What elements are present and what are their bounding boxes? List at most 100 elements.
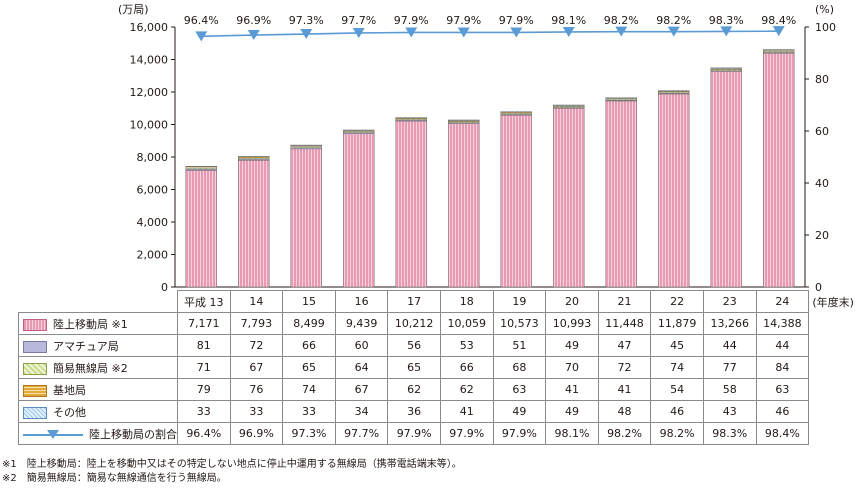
y-left-tick-label: 10,000	[130, 119, 169, 132]
table-row: 陸上移動局の割合 96.4% 96.9% 97.3% 97.7% 97.9% 97.9% 97…	[18, 422, 858, 445]
legend-text: 陸上移動局 ※1	[53, 317, 128, 331]
legend-label: アマチュア局	[18, 334, 178, 357]
bar-other	[500, 111, 532, 113]
y-right-tick-label: 100	[815, 21, 836, 34]
table-cell: 41	[439, 400, 494, 423]
ratio-marker	[667, 26, 680, 37]
data-table: 平成 13 14 15 16 17 18 19 20 21 22 23 24 (年度末) 陸上移動局 ※…	[18, 290, 858, 445]
legend-text: その他	[53, 405, 86, 419]
ratio-marker	[247, 30, 260, 41]
legend-label: 簡易無線局 ※2	[18, 356, 178, 379]
bar-mobile	[500, 114, 532, 288]
table-cell: 67	[229, 356, 284, 379]
ratio-line	[201, 30, 779, 38]
footnotes: ※1 陸上移動局：陸上を移動中又はその特定しない地点に停止中運用する無線局（携帯…	[2, 458, 462, 486]
table-header-row: 平成 13 14 15 16 17 18 19 20 21 22 23 24 (年度末)	[19, 290, 858, 313]
y-right-tick-label: 40	[815, 177, 829, 190]
table-cell: 7,171	[177, 312, 231, 335]
table-cell: 97.3%	[282, 422, 336, 445]
table-header-cell: 19	[492, 290, 547, 313]
table-cell: 49	[545, 400, 599, 423]
legend-label: 陸上移動局 ※1	[18, 312, 178, 335]
bar-mobile	[395, 120, 427, 288]
table-cell: 7,793	[229, 312, 284, 335]
table-cell: 8,499	[282, 312, 336, 335]
table-cell: 98.4%	[755, 422, 810, 445]
legend-label: その他	[18, 400, 178, 423]
ratio-data-label: 98.1%	[551, 14, 586, 27]
table-cell: 96.9%	[229, 422, 284, 445]
table-cell: 54	[650, 378, 704, 401]
table-header-cell: 平成 13	[177, 290, 231, 313]
ratio-data-label: 98.3%	[709, 14, 744, 27]
table-cell: 46	[755, 400, 810, 423]
ratio-marker	[615, 26, 628, 37]
footnote-1: ※1 陸上移動局：陸上を移動中又はその特定しない地点に停止中運用する無線局（携帯…	[2, 459, 462, 470]
ratio-data-label: 97.9%	[446, 14, 481, 27]
table-header-cell: 24	[755, 290, 810, 313]
y-left-tick-label: 6,000	[137, 184, 169, 197]
bar-other	[290, 144, 322, 146]
ratio-marker	[405, 27, 418, 38]
table-cell: 70	[545, 356, 599, 379]
ratio-data-label: 98.2%	[656, 14, 691, 27]
plot-area: 16,000 14,000 12,000 10,000 8,000 6,000 4,000 2…	[130, 14, 837, 294]
ratio-marker	[457, 27, 470, 38]
table-cell: 43	[702, 400, 757, 423]
table-cell: 72	[597, 356, 652, 379]
legend-label: 陸上移動局の割合	[18, 422, 178, 445]
stacked-bar-chart: (万局) (%) 16,000 14,000 12,000 10,000 8,000 6,…	[118, 3, 837, 294]
ratio-data-label: 98.2%	[604, 14, 639, 27]
table-cell: 33	[282, 400, 336, 423]
y-right-tick-label: 80	[815, 73, 829, 86]
table-cell: 96.4%	[177, 422, 231, 445]
x-unit-label: (年度末)	[812, 295, 854, 309]
table-cell: 49	[545, 334, 599, 357]
table-cell: 66	[282, 334, 336, 357]
bar-simple	[763, 50, 795, 53]
table-row: 陸上移動局 ※1 7,171 7,793 8,499 9,439 10,212 10,059…	[18, 312, 858, 335]
table-cell: 13,266	[702, 312, 757, 335]
table-cell: 62	[387, 378, 441, 401]
y-left-tick-label: 16,000	[130, 21, 169, 34]
y-left-tick-label: 12,000	[130, 86, 169, 99]
bar-mobile	[185, 170, 217, 288]
table-cell: 10,993	[545, 312, 599, 335]
table-cell: 14,388	[755, 312, 810, 335]
ratio-data-label: 97.7%	[341, 14, 376, 27]
table-cell: 41	[545, 378, 599, 401]
ratio-marker	[510, 27, 523, 38]
ratio-data-label: 97.3%	[289, 14, 324, 27]
table-cell: 36	[387, 400, 441, 423]
y-right-tick-label: 20	[815, 229, 829, 242]
table-cell: 62	[439, 378, 494, 401]
bar-mobile	[238, 160, 270, 288]
table-row: 簡易無線局 ※2 71 67 65 64 65 66 68 70 72 74 77 84	[18, 356, 858, 379]
table-cell: 74	[282, 378, 336, 401]
table-cell: 84	[755, 356, 810, 379]
legend-text: 簡易無線局 ※2	[53, 361, 128, 375]
bar-other	[763, 49, 795, 51]
table-cell: 34	[334, 400, 389, 423]
table-cell: 33	[229, 400, 284, 423]
table-cell: 11,879	[650, 312, 704, 335]
bar-mobile	[343, 133, 375, 288]
bar-mobile	[763, 52, 795, 288]
bar-other	[238, 156, 270, 158]
ratio-marker	[195, 31, 208, 42]
table-header-cell: 16	[334, 290, 389, 313]
table-cell: 56	[387, 334, 441, 357]
footnote-2: ※2 簡易無線局：簡易な無線通信を行う無線局。	[2, 473, 227, 484]
table-header-cell: 15	[282, 290, 336, 313]
table-cell: 49	[492, 400, 547, 423]
bar-other	[343, 129, 375, 131]
bar-mobile	[553, 108, 585, 288]
ratio-marker	[772, 26, 785, 37]
legend-swatch	[23, 429, 83, 440]
table-header-cell: 14	[229, 290, 284, 313]
table-cell: 60	[334, 334, 389, 357]
y-right-tick-label: 0	[815, 281, 822, 294]
table-row: その他 33 33 33 34 36 41 49 49 48 46 43 46	[18, 400, 858, 423]
table-cell: 97.7%	[334, 422, 389, 445]
bar-mobile	[710, 71, 742, 288]
